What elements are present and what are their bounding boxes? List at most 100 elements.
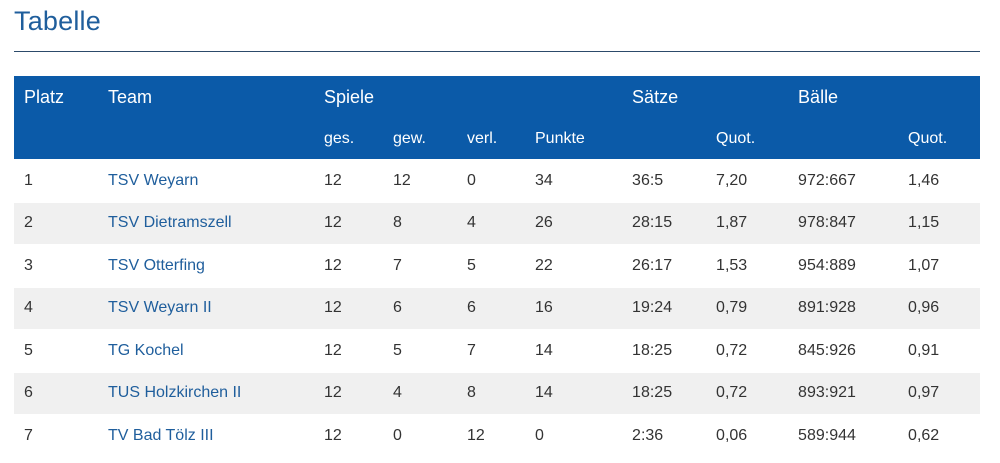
- cell-saetze: 36:5: [622, 159, 707, 202]
- cell-punkte: 0: [525, 414, 623, 457]
- cell-team: TV Bad Tölz III: [98, 414, 314, 457]
- cell-verl: 12: [457, 414, 525, 457]
- cell-saetze: 26:17: [622, 244, 707, 287]
- team-link[interactable]: TSV Otterfing: [108, 256, 205, 274]
- cell-team: TG Kochel: [98, 329, 314, 372]
- cell-verl: 4: [457, 201, 525, 245]
- cell-platz: 5: [14, 329, 98, 372]
- table-row: 4 TSV Weyarn II 12 6 6 16 19:24 0,79 891…: [14, 286, 981, 330]
- header-saetze-sub: [622, 118, 707, 160]
- cell-ges: 12: [314, 371, 383, 415]
- table-row: 6 TUS Holzkirchen II 12 4 8 14 18:25 0,7…: [14, 371, 981, 415]
- cell-baelle: 589:944: [788, 414, 899, 457]
- header-team: Team: [98, 76, 314, 118]
- cell-platz: 1: [14, 159, 98, 202]
- team-link[interactable]: TV Bad Tölz III: [108, 426, 214, 444]
- cell-baelle-quot: 1,15: [898, 201, 981, 245]
- cell-team: TSV Dietramszell: [98, 201, 314, 245]
- table-header: Platz Team Spiele Sätze Bälle ges. gew. …: [14, 76, 981, 160]
- cell-verl: 7: [457, 329, 525, 372]
- header-baelle-sub: [788, 118, 899, 160]
- cell-gew: 4: [383, 371, 457, 415]
- cell-team: TSV Weyarn: [98, 159, 314, 202]
- cell-verl: 0: [457, 159, 525, 202]
- cell-gew: 8: [383, 201, 457, 245]
- header-team-sub: [98, 118, 314, 160]
- team-link[interactable]: TSV Weyarn II: [108, 299, 212, 317]
- team-link[interactable]: TUS Holzkirchen II: [108, 384, 242, 402]
- cell-saetze: 2:36: [622, 414, 707, 457]
- cell-ges: 12: [314, 414, 383, 457]
- table-body: 1 TSV Weyarn 12 12 0 34 36:5 7,20 972:66…: [14, 159, 981, 457]
- cell-team: TUS Holzkirchen II: [98, 371, 314, 415]
- cell-saetze: 18:25: [622, 329, 707, 372]
- cell-punkte: 14: [525, 371, 623, 415]
- cell-saetze-quot: 1,87: [706, 201, 789, 245]
- cell-gew: 7: [383, 244, 457, 287]
- table-row: 1 TSV Weyarn 12 12 0 34 36:5 7,20 972:66…: [14, 159, 981, 202]
- cell-ges: 12: [314, 244, 383, 287]
- cell-ges: 12: [314, 329, 383, 372]
- standings-table: Platz Team Spiele Sätze Bälle ges. gew. …: [14, 76, 981, 457]
- team-link[interactable]: TSV Dietramszell: [108, 214, 232, 232]
- cell-baelle-quot: 0,97: [898, 371, 981, 415]
- cell-saetze: 28:15: [622, 201, 707, 245]
- cell-saetze-quot: 0,72: [706, 329, 789, 372]
- cell-punkte: 14: [525, 329, 623, 372]
- cell-saetze-quot: 0,72: [706, 371, 789, 415]
- cell-team: TSV Otterfing: [98, 244, 314, 287]
- cell-team: TSV Weyarn II: [98, 286, 314, 330]
- cell-saetze-quot: 7,20: [706, 159, 789, 202]
- header-punkte: Punkte: [525, 118, 623, 160]
- title-divider: [14, 51, 980, 52]
- cell-ges: 12: [314, 201, 383, 245]
- cell-punkte: 34: [525, 159, 623, 202]
- header-gew: gew.: [383, 118, 457, 160]
- page-title: Tabelle: [14, 6, 101, 36]
- table-row: 2 TSV Dietramszell 12 8 4 26 28:15 1,87 …: [14, 201, 981, 245]
- cell-saetze-quot: 0,06: [706, 414, 789, 457]
- team-link[interactable]: TG Kochel: [108, 341, 184, 359]
- cell-baelle-quot: 1,46: [898, 159, 981, 202]
- header-saetze-quot: Quot.: [706, 118, 789, 160]
- cell-platz: 3: [14, 244, 98, 287]
- header-verl: verl.: [457, 118, 525, 160]
- header-platz: Platz: [14, 76, 98, 118]
- cell-baelle-quot: 0,62: [898, 414, 981, 457]
- cell-platz: 4: [14, 286, 98, 330]
- cell-saetze-quot: 0,79: [706, 286, 789, 330]
- cell-saetze: 19:24: [622, 286, 707, 330]
- header-saetze: Sätze: [622, 76, 789, 118]
- cell-baelle: 845:926: [788, 329, 899, 372]
- cell-verl: 6: [457, 286, 525, 330]
- header-ges: ges.: [314, 118, 383, 160]
- cell-baelle: 972:667: [788, 159, 899, 202]
- cell-baelle-quot: 1,07: [898, 244, 981, 287]
- team-link[interactable]: TSV Weyarn: [108, 171, 199, 189]
- table-row: 5 TG Kochel 12 5 7 14 18:25 0,72 845:926…: [14, 329, 981, 372]
- cell-baelle-quot: 0,91: [898, 329, 981, 372]
- cell-gew: 6: [383, 286, 457, 330]
- header-baelle: Bälle: [788, 76, 981, 118]
- cell-platz: 2: [14, 201, 98, 245]
- cell-baelle-quot: 0,96: [898, 286, 981, 330]
- cell-verl: 8: [457, 371, 525, 415]
- cell-ges: 12: [314, 159, 383, 202]
- cell-baelle: 978:847: [788, 201, 899, 245]
- cell-gew: 5: [383, 329, 457, 372]
- cell-platz: 6: [14, 371, 98, 415]
- cell-baelle: 893:921: [788, 371, 899, 415]
- cell-verl: 5: [457, 244, 525, 287]
- cell-baelle: 954:889: [788, 244, 899, 287]
- cell-ges: 12: [314, 286, 383, 330]
- cell-gew: 12: [383, 159, 457, 202]
- table-row: 7 TV Bad Tölz III 12 0 12 0 2:36 0,06 58…: [14, 414, 981, 457]
- cell-punkte: 22: [525, 244, 623, 287]
- cell-saetze: 18:25: [622, 371, 707, 415]
- header-baelle-quot: Quot.: [898, 118, 981, 160]
- cell-gew: 0: [383, 414, 457, 457]
- header-spiele: Spiele: [314, 76, 623, 118]
- cell-baelle: 891:928: [788, 286, 899, 330]
- table-row: 3 TSV Otterfing 12 7 5 22 26:17 1,53 954…: [14, 244, 981, 287]
- cell-punkte: 16: [525, 286, 623, 330]
